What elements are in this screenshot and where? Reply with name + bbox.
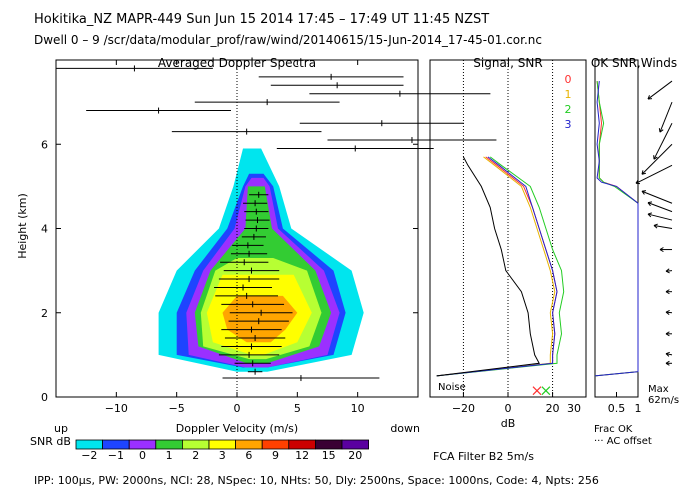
fracok-series-lines xyxy=(595,81,638,376)
x-tick-label: 30 xyxy=(567,402,581,415)
beam-label-3: 3 xyxy=(565,118,572,131)
signal-x-ticks: −20 0 20 30 xyxy=(452,392,581,415)
colorbar-tick-label: 3 xyxy=(219,449,226,462)
x-tick-label: 20 xyxy=(546,402,560,415)
colorbar-swatch xyxy=(129,440,156,449)
colorbar-tick-label: 1 xyxy=(166,449,173,462)
colorbar-swatch xyxy=(76,440,103,449)
wind-arrowhead xyxy=(648,202,652,203)
colorbar-label: SNR dB xyxy=(30,435,71,448)
wind-vector xyxy=(642,191,672,203)
spectra-y-label: Height (km) xyxy=(16,193,29,259)
signal-series-lines xyxy=(437,157,564,376)
ac-offset-label: ··· AC offset xyxy=(594,436,652,447)
beam-legend: 0 1 2 3 xyxy=(565,73,572,131)
y-tick-label: 0 xyxy=(41,391,48,404)
colorbar-tick-label: 0 xyxy=(139,449,146,462)
y-tick-label: 6 xyxy=(41,138,48,151)
x-tick-label: −5 xyxy=(169,402,185,415)
spectra-x-label: Doppler Velocity (m/s) xyxy=(176,422,298,435)
beam-label-1: 1 xyxy=(565,88,572,101)
spectra-up-label: up xyxy=(54,422,68,435)
series-1 xyxy=(437,157,555,376)
x-tick-label: 10 xyxy=(351,402,365,415)
wind-arrowhead xyxy=(648,213,652,214)
colorbar-swatch xyxy=(262,440,289,449)
max-wind-label: Max 62m/s xyxy=(648,384,679,406)
x-tick-label: 0 xyxy=(234,402,241,415)
figure-title: Hokitika_NZ MAPR-449 Sun Jun 15 2014 17:… xyxy=(34,12,489,27)
wind-vector xyxy=(648,81,672,99)
series-3 xyxy=(437,157,557,376)
noise-label: Noise xyxy=(438,382,466,393)
x-tick-label: 1 xyxy=(635,402,642,415)
winds-title: OK SNR,Winds xyxy=(591,56,677,70)
y-tick-label: 4 xyxy=(41,223,48,236)
fracok-series-0 xyxy=(595,81,638,376)
colorbar-swatch xyxy=(182,440,209,449)
colorbar-tick-label: 12 xyxy=(295,449,309,462)
colorbar-swatch xyxy=(315,440,342,449)
figure-subtitle: Dwell 0 – 9 /scr/data/modular_prof/raw/w… xyxy=(34,33,542,47)
signal-x-label: dB xyxy=(501,417,516,430)
wind-arrowhead xyxy=(666,352,670,353)
wind-vector xyxy=(648,214,672,220)
colorbar-swatch xyxy=(103,440,130,449)
colorbar-swatch xyxy=(209,440,236,449)
x-tick-label: −20 xyxy=(452,402,475,415)
colorbar-swatch xyxy=(236,440,263,449)
x-tick-label: 0 xyxy=(505,402,512,415)
colorbar-tick-label: −1 xyxy=(108,449,124,462)
colorbar-tick-label: 2 xyxy=(192,449,199,462)
colorbar-tick-label: 6 xyxy=(245,449,252,462)
colorbar-tick-label: 20 xyxy=(348,449,362,462)
colorbar-tick-label: 15 xyxy=(322,449,336,462)
acquisition-parameters: IPP: 100μs, PW: 2000ns, NCI: 28, NSpec: … xyxy=(34,474,599,487)
x-tick-label: 5 xyxy=(294,402,301,415)
fracok-x-label: Frac OK xyxy=(594,424,633,435)
wind-vector xyxy=(636,165,672,183)
beam-label-0: 0 xyxy=(565,73,572,86)
colorbar-tick-label: 9 xyxy=(272,449,279,462)
series-signal xyxy=(437,157,540,376)
y-tick-label: 2 xyxy=(41,307,48,320)
wind-vectors xyxy=(636,81,672,365)
series-0 xyxy=(437,157,557,376)
max-wind-line-1: Max xyxy=(648,384,669,395)
x-tick-label: −10 xyxy=(105,402,128,415)
max-wind-line-2: 62m/s xyxy=(648,395,679,406)
colorbar-swatch xyxy=(289,440,316,449)
noise-markers xyxy=(533,387,550,395)
colorbar-swatch xyxy=(156,440,183,449)
fca-filter-label: FCA Filter B2 5m/s xyxy=(433,450,534,463)
series-2 xyxy=(437,157,564,376)
x-tick-label: 0.5 xyxy=(608,402,626,415)
colorbar-swatch xyxy=(342,440,369,449)
beam-label-2: 2 xyxy=(565,103,572,116)
wind-vector xyxy=(648,203,672,212)
spectra-down-label: down xyxy=(390,422,420,435)
colorbar-tick-label: −2 xyxy=(81,449,97,462)
wind-arrowhead xyxy=(642,191,646,192)
wind-vector xyxy=(642,144,672,174)
wind-arrowhead xyxy=(654,224,658,225)
wind-arrowhead xyxy=(659,128,660,132)
